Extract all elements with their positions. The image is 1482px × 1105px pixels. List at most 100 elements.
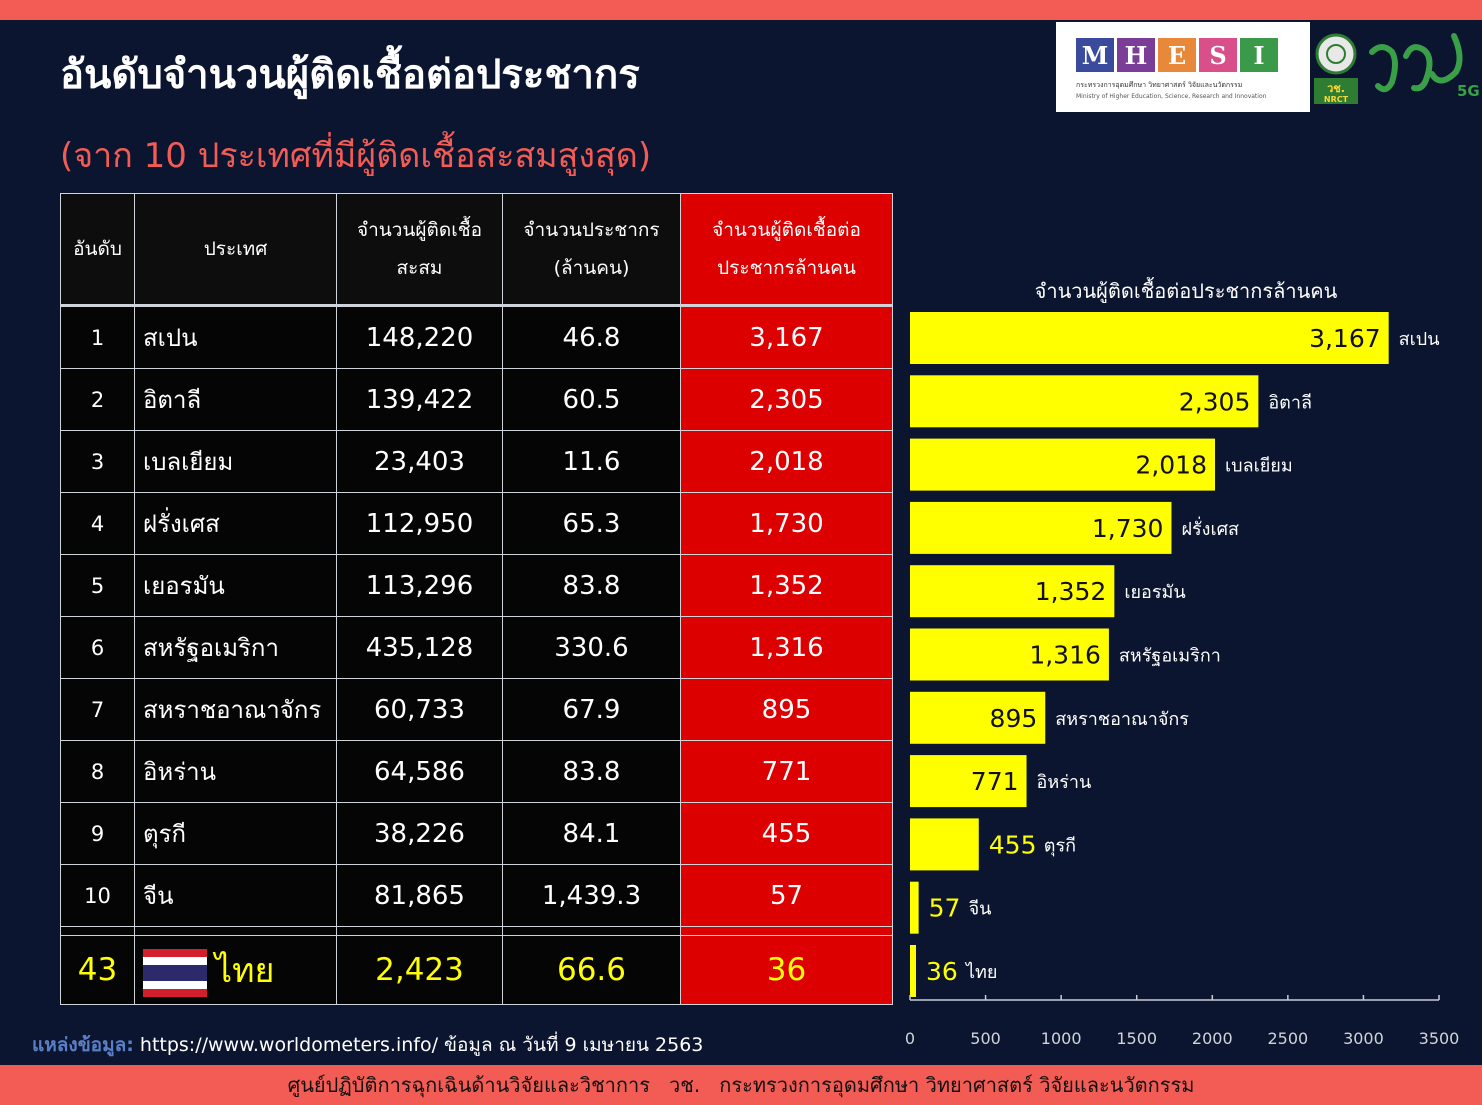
rank-cell: 8 [60, 740, 135, 803]
x-tick-label: 2500 [1267, 1029, 1308, 1048]
bar [910, 375, 1259, 428]
rank-cell: 5 [60, 554, 135, 617]
population-cell: 84.1 [502, 802, 681, 865]
header-population-line2: (ล้านคน) [553, 257, 630, 279]
bar-category-label: เบลเยียม [1225, 456, 1293, 477]
brand-suffix: 5G [1457, 82, 1480, 100]
x-tick-label: 3000 [1343, 1029, 1384, 1048]
x-tick-label: 2000 [1192, 1029, 1233, 1048]
country-cell: สหราชอาณาจักร [134, 678, 337, 741]
table-header-row: อันดับ ประเทศ จำนวนผู้ติดเชื้อสะสม จำนวน… [60, 193, 893, 307]
per-million-cell: 455 [680, 802, 893, 865]
header-per-million: จำนวนผู้ติดเชื้อต่อ ประชากรล้านคน [680, 193, 893, 307]
cases-cell: 139,422 [336, 368, 503, 431]
bar-category-label: สหรัฐอเมริกา [1119, 646, 1221, 667]
brand-mark-icon [1369, 44, 1398, 93]
country-cell: เบลเยียม [134, 430, 337, 493]
thai-country-cell: ไทย [134, 935, 337, 1005]
cases-cell: 38,226 [336, 802, 503, 865]
bar [910, 755, 1027, 808]
bar-category-label: ตุรกี [1044, 835, 1076, 856]
bar-category-label: อิหร่าน [1037, 772, 1092, 793]
top-strip [0, 0, 1482, 20]
x-tick-label: 1000 [1041, 1029, 1082, 1048]
thai-row: 43 ไทย 2,423 66.6 36 [60, 935, 893, 1005]
bar-value-label: 1,730 [1092, 514, 1164, 543]
bar-value-label: 455 [989, 830, 1037, 859]
header-population: จำนวนประชากร (ล้านคน) [502, 193, 681, 307]
mhesi-letter: S [1199, 38, 1237, 72]
x-tick-label: 3500 [1419, 1029, 1460, 1048]
bar [910, 881, 919, 934]
bar [910, 501, 1172, 554]
cases-cell: 435,128 [336, 616, 503, 679]
page-title: อันดับจำนวนผู้ติดเชื้อต่อประชากร [60, 52, 640, 98]
bar-value-label: 57 [929, 894, 961, 923]
bar-value-label: 771 [971, 767, 1019, 796]
header-country: ประเทศ [134, 193, 337, 307]
table-row: 5 เยอรมัน 113,296 83.8 1,352 [60, 554, 893, 617]
mhesi-thai-name: กระทรวงการอุดมศึกษา วิทยาศาสตร์ วิจัยและ… [1076, 81, 1243, 89]
bar-value-label: 1,316 [1029, 641, 1101, 670]
ranking-table: อันดับ ประเทศ จำนวนผู้ติดเชื้อสะสม จำนวน… [60, 193, 893, 1005]
per-million-cell: 1,316 [680, 616, 893, 679]
header-rank: อันดับ [60, 193, 135, 307]
thai-population-cell: 66.6 [502, 935, 681, 1005]
population-cell: 83.8 [502, 554, 681, 617]
bar-category-label: จีน [969, 899, 992, 920]
cases-cell: 64,586 [336, 740, 503, 803]
rank-cell: 1 [60, 305, 135, 369]
nrct-seal-icon [1315, 33, 1357, 75]
per-million-cell: 57 [680, 864, 893, 927]
rank-cell: 3 [60, 430, 135, 493]
table-row: 10 จีน 81,865 1,439.3 57 [60, 864, 893, 927]
per-million-cell: 1,730 [680, 492, 893, 555]
rank-cell: 4 [60, 492, 135, 555]
mhesi-letter: I [1240, 38, 1278, 72]
source-text: https://www.worldometers.info/ ข้อมูล ณ … [139, 1034, 704, 1056]
bar [910, 691, 1046, 744]
table-row: 9 ตุรกี 38,226 84.1 455 [60, 802, 893, 865]
table-row: 8 อิหร่าน 64,586 83.8 771 [60, 740, 893, 803]
bar [910, 312, 1389, 364]
bar-value-label: 2,305 [1179, 387, 1251, 416]
thai-per-million-cell: 36 [680, 935, 893, 1005]
rank-cell: 2 [60, 368, 135, 431]
population-cell: 83.8 [502, 740, 681, 803]
bar-category-label: ไทย [964, 961, 997, 983]
bar-value-label: 36 [926, 957, 958, 986]
table-row: 4 ฝรั่งเศส 112,950 65.3 1,730 [60, 492, 893, 555]
cases-cell: 113,296 [336, 554, 503, 617]
header-cases-line2: สะสม [396, 257, 443, 279]
footer-bar: ศูนย์ปฏิบัติการฉุกเฉินด้านวิจัยและวิชากา… [0, 1065, 1482, 1105]
table-row: 6 สหรัฐอเมริกา 435,128 330.6 1,316 [60, 616, 893, 679]
thai-flag-icon [143, 948, 207, 997]
x-tick-label: 0 [905, 1029, 915, 1048]
per-million-cell: 1,352 [680, 554, 893, 617]
rank-cell: 7 [60, 678, 135, 741]
population-cell: 11.6 [502, 430, 681, 493]
population-cell: 67.9 [502, 678, 681, 741]
page-subtitle: (จาก 10 ประเทศที่มีผู้ติดเชื้อสะสมสูงสุด… [60, 136, 652, 176]
source-note: แหล่งข้อมูล: https://www.worldometers.in… [32, 1030, 703, 1060]
per-million-cell: 771 [680, 740, 893, 803]
nrct-label: วช. [1327, 82, 1345, 95]
table-gap-row [60, 926, 893, 936]
table-row: 1 สเปน 148,220 46.8 3,167 [60, 305, 893, 369]
thai-cases-cell: 2,423 [336, 935, 503, 1005]
header-population-line1: จำนวนประชากร [523, 219, 660, 241]
bar [910, 945, 916, 997]
bar-value-label: 895 [990, 704, 1038, 733]
country-cell: สหรัฐอเมริกา [134, 616, 337, 679]
population-cell: 65.3 [502, 492, 681, 555]
per-million-cell: 3,167 [680, 305, 893, 369]
table-row: 2 อิตาลี 139,422 60.5 2,305 [60, 368, 893, 431]
country-cell: ฝรั่งเศส [134, 492, 337, 555]
header-cases-line1: จำนวนผู้ติดเชื้อ [356, 219, 483, 241]
thai-rank-cell: 43 [60, 935, 135, 1005]
bar [910, 565, 1115, 618]
source-label: แหล่งข้อมูล: [32, 1034, 134, 1056]
bar [910, 438, 1216, 491]
population-cell: 330.6 [502, 616, 681, 679]
x-tick-label: 1500 [1116, 1029, 1157, 1048]
